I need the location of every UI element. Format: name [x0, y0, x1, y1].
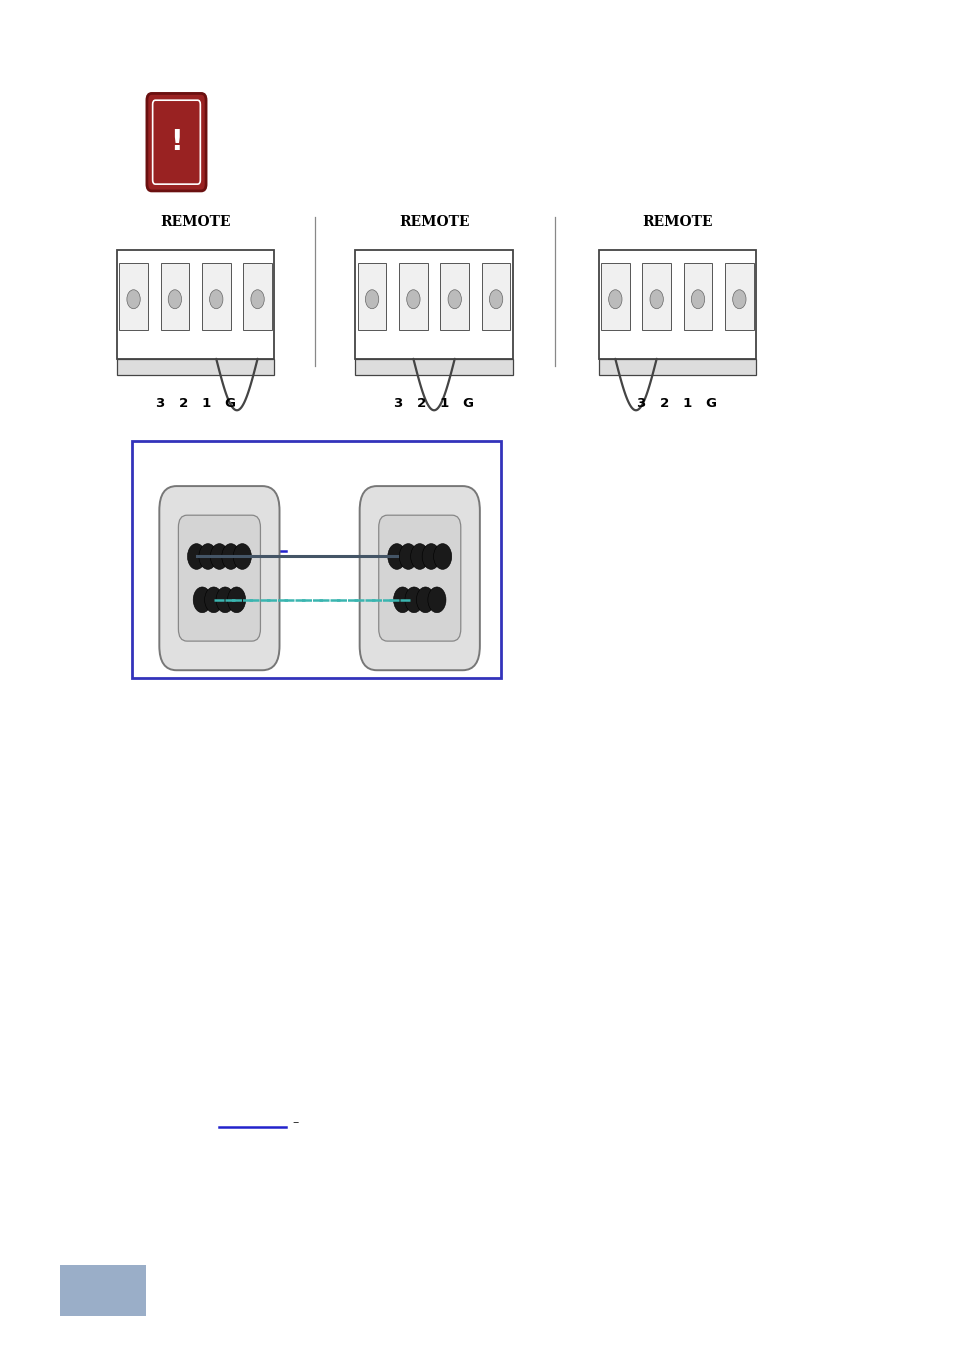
Bar — [357, 263, 386, 330]
Text: 3   2   1   G: 3 2 1 G — [155, 397, 235, 410]
Circle shape — [365, 290, 378, 309]
Circle shape — [398, 543, 417, 569]
Bar — [116, 359, 274, 375]
Circle shape — [210, 290, 223, 309]
Circle shape — [188, 543, 206, 569]
Circle shape — [198, 543, 217, 569]
Bar — [600, 263, 629, 330]
Bar — [355, 359, 512, 375]
Bar — [132, 441, 500, 678]
Text: REMOTE: REMOTE — [160, 215, 231, 229]
Bar — [641, 263, 670, 330]
Circle shape — [410, 543, 428, 569]
Bar — [243, 263, 272, 330]
Text: 3   2   1   G: 3 2 1 G — [394, 397, 474, 410]
Bar — [202, 263, 231, 330]
Circle shape — [448, 290, 461, 309]
Circle shape — [404, 588, 422, 613]
Circle shape — [433, 543, 451, 569]
Circle shape — [215, 588, 233, 613]
Circle shape — [168, 290, 181, 309]
Circle shape — [732, 290, 745, 309]
Bar — [724, 263, 753, 330]
FancyBboxPatch shape — [178, 516, 260, 642]
Circle shape — [193, 588, 212, 613]
Text: !: ! — [170, 129, 183, 156]
Circle shape — [228, 588, 246, 613]
Circle shape — [608, 290, 621, 309]
Circle shape — [416, 588, 435, 613]
Circle shape — [233, 543, 251, 569]
Text: REMOTE: REMOTE — [398, 215, 469, 229]
Bar — [355, 250, 512, 359]
Text: REMOTE: REMOTE — [641, 215, 712, 229]
Circle shape — [691, 290, 704, 309]
Circle shape — [427, 588, 445, 613]
FancyBboxPatch shape — [147, 93, 206, 191]
Bar — [481, 263, 510, 330]
Circle shape — [421, 543, 439, 569]
Bar — [598, 359, 755, 375]
Circle shape — [251, 290, 264, 309]
Text: –: – — [292, 1116, 298, 1129]
Circle shape — [127, 290, 140, 309]
Circle shape — [649, 290, 662, 309]
Bar — [60, 1265, 146, 1316]
Circle shape — [393, 588, 412, 613]
Bar — [598, 250, 755, 359]
Circle shape — [406, 290, 419, 309]
FancyBboxPatch shape — [159, 486, 279, 670]
Circle shape — [205, 588, 222, 613]
Circle shape — [489, 290, 502, 309]
Circle shape — [210, 543, 229, 569]
Circle shape — [221, 543, 240, 569]
Bar — [398, 263, 427, 330]
Bar — [119, 263, 148, 330]
Bar — [160, 263, 189, 330]
Text: –: – — [292, 540, 298, 554]
Bar — [440, 263, 469, 330]
Bar — [116, 250, 274, 359]
Text: 3   2   1   G: 3 2 1 G — [637, 397, 717, 410]
Bar — [683, 263, 712, 330]
FancyBboxPatch shape — [359, 486, 479, 670]
Circle shape — [387, 543, 405, 569]
FancyBboxPatch shape — [378, 516, 460, 642]
